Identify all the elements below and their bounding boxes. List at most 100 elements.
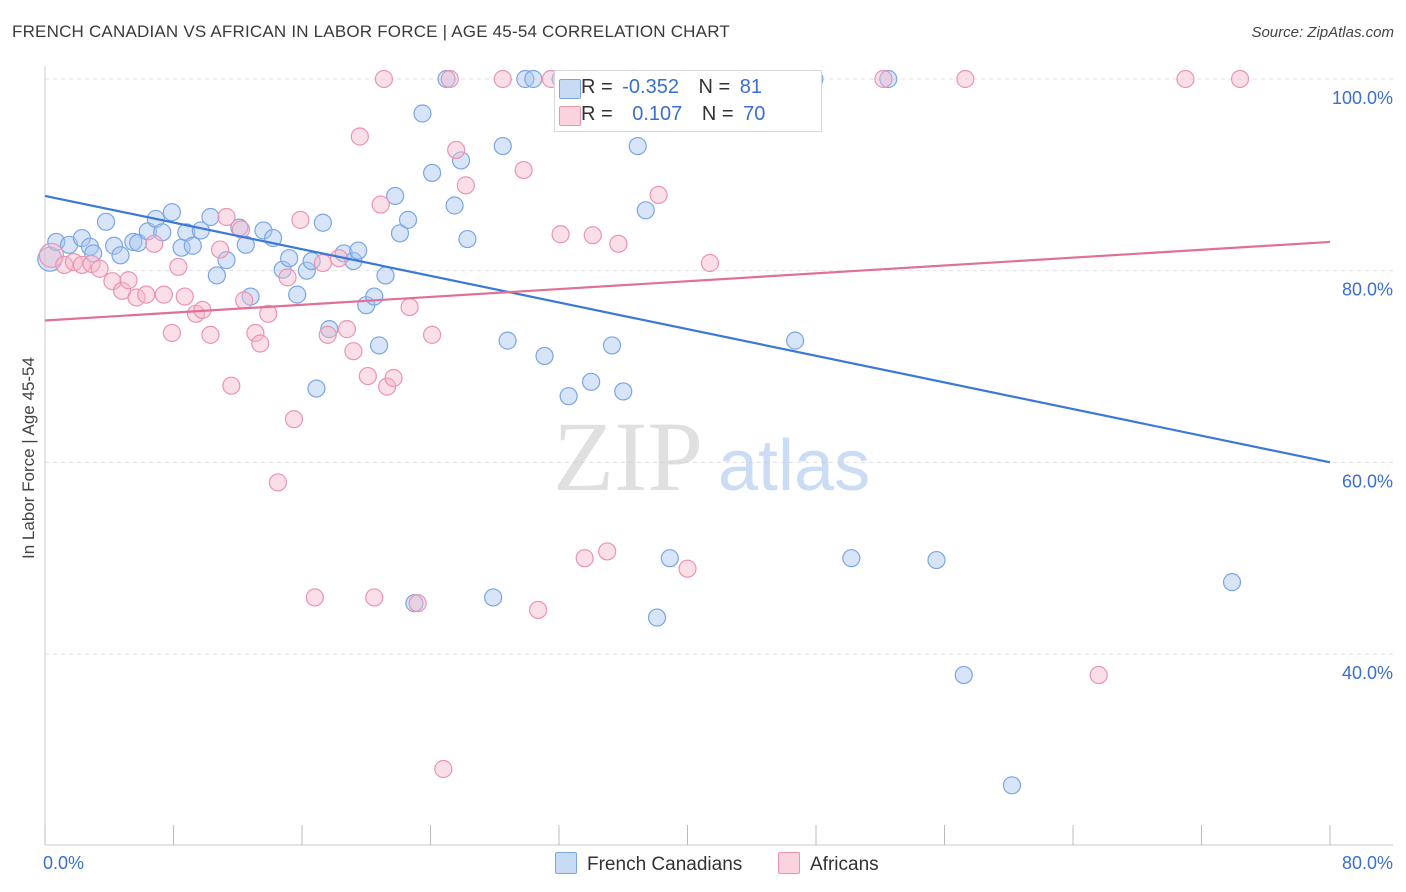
french-canadian-point bbox=[1002, 776, 1022, 795]
french-canadian-point bbox=[458, 229, 477, 249]
french-canadian-point bbox=[302, 251, 321, 271]
french-canadian-point bbox=[636, 201, 655, 220]
french-canadian-point bbox=[207, 266, 226, 285]
french-canadian-point bbox=[413, 104, 432, 123]
african-point bbox=[119, 271, 138, 290]
french-canadian-point bbox=[370, 336, 389, 355]
african-point bbox=[400, 297, 419, 317]
trend-lines bbox=[44, 194, 1331, 464]
bottom-legend-french-canadians: French Canadians bbox=[555, 852, 742, 876]
legend-row-french-canadians: R = -0.352 N = 81 bbox=[559, 76, 763, 99]
gridlines bbox=[45, 78, 1393, 655]
legend-r-value: 0.107 bbox=[632, 103, 683, 125]
african-point bbox=[235, 291, 254, 310]
watermark-atlas: atlas bbox=[718, 426, 870, 506]
african-point bbox=[337, 320, 357, 339]
african-point bbox=[313, 253, 332, 273]
african-point bbox=[529, 600, 548, 620]
african-point bbox=[278, 268, 297, 287]
french-canadian-point bbox=[451, 151, 471, 170]
legend-r-label: R = bbox=[581, 76, 613, 98]
african-point bbox=[137, 285, 156, 304]
french-canadian-point bbox=[104, 236, 124, 255]
french-canadian-point bbox=[484, 588, 503, 607]
african-point bbox=[291, 210, 310, 229]
y-tick-label: 60.0% bbox=[1342, 471, 1393, 491]
african-point bbox=[344, 342, 363, 361]
french-canadian-point bbox=[1222, 573, 1242, 592]
african-point bbox=[583, 226, 602, 245]
african-point bbox=[103, 272, 122, 291]
african-point bbox=[551, 225, 570, 244]
african-point bbox=[678, 559, 697, 578]
y-axis-label: In Labor Force | Age 45-54 bbox=[19, 357, 38, 559]
french-canadian-point bbox=[96, 212, 116, 231]
french-canadian-point bbox=[111, 246, 130, 265]
african-point bbox=[598, 542, 617, 561]
african-point bbox=[222, 376, 241, 395]
french-canadian-point bbox=[614, 382, 633, 401]
african-point bbox=[493, 69, 512, 89]
legend-n-value: 81 bbox=[739, 76, 763, 98]
african-point bbox=[371, 195, 390, 214]
african-point bbox=[210, 240, 230, 259]
french-canadian-point bbox=[927, 550, 946, 570]
african-point bbox=[408, 594, 427, 613]
african-trendline bbox=[44, 240, 1331, 322]
x-tick-label: 80.0% bbox=[1342, 853, 1393, 873]
african-point bbox=[201, 325, 220, 344]
legend-swatch-blue bbox=[555, 852, 577, 874]
chart-title: FRENCH CANADIAN VS AFRICAN IN LABOR FORC… bbox=[12, 22, 730, 41]
african-point bbox=[259, 304, 278, 323]
french-canadian-point bbox=[493, 136, 512, 156]
y-tick-label: 40.0% bbox=[1342, 663, 1393, 683]
african-point bbox=[365, 588, 384, 607]
african-point bbox=[305, 588, 324, 607]
french-canadian-point bbox=[386, 186, 405, 206]
african-point bbox=[358, 366, 377, 386]
african-point bbox=[374, 69, 394, 89]
african-point bbox=[38, 242, 65, 268]
french-canadian-point bbox=[954, 665, 973, 685]
tick-labels: 100.0% 80.0% 60.0% 40.0% 0.0% 80.0% bbox=[43, 88, 1393, 873]
french-canadian-point bbox=[313, 213, 332, 232]
french-canadian-point bbox=[628, 136, 647, 156]
french-canadian-point bbox=[582, 372, 601, 391]
african-point bbox=[169, 257, 188, 276]
french-canadian-point bbox=[660, 549, 679, 568]
correlation-legend: R = -0.352 N = 81 R = 0.107 N = 70 bbox=[554, 70, 822, 132]
african-point bbox=[72, 255, 92, 275]
legend-r-value: -0.352 bbox=[622, 76, 679, 98]
legend-r-label: R = bbox=[581, 103, 613, 125]
french-canadian-point bbox=[498, 331, 517, 350]
axes bbox=[44, 66, 1393, 846]
african-point bbox=[447, 140, 466, 160]
y-tick-label: 100.0% bbox=[1332, 88, 1393, 108]
legend-label: Africans bbox=[810, 854, 879, 875]
french-canadian-point bbox=[535, 346, 554, 366]
african-point bbox=[384, 368, 403, 388]
african-point bbox=[514, 160, 533, 180]
african-point bbox=[268, 473, 288, 492]
source-credit: Source: ZipAtlas.com bbox=[1251, 24, 1394, 41]
legend-row-africans: R = 0.107 N = 70 bbox=[559, 103, 765, 126]
african-point bbox=[90, 259, 109, 278]
french-canadian-point bbox=[365, 287, 384, 306]
african-point bbox=[217, 207, 236, 227]
french-canadian-point bbox=[445, 196, 464, 215]
french-canadian-point bbox=[183, 236, 202, 255]
french-canadian-trendline bbox=[44, 194, 1331, 464]
legend-n-label: N = bbox=[698, 76, 731, 98]
bottom-legend-africans: Africans bbox=[778, 852, 879, 876]
french-canadian-point bbox=[307, 379, 326, 398]
french-canadian-point bbox=[879, 69, 898, 89]
data-points bbox=[37, 69, 1250, 795]
french-canadian-point bbox=[217, 251, 236, 270]
african-point bbox=[246, 323, 265, 343]
african-point bbox=[874, 69, 893, 89]
french-canadian-point bbox=[524, 69, 543, 89]
french-canadian-point bbox=[559, 387, 578, 406]
french-canadian-point bbox=[349, 241, 368, 260]
african-point bbox=[440, 69, 459, 89]
legend-swatch-pink bbox=[778, 852, 800, 874]
